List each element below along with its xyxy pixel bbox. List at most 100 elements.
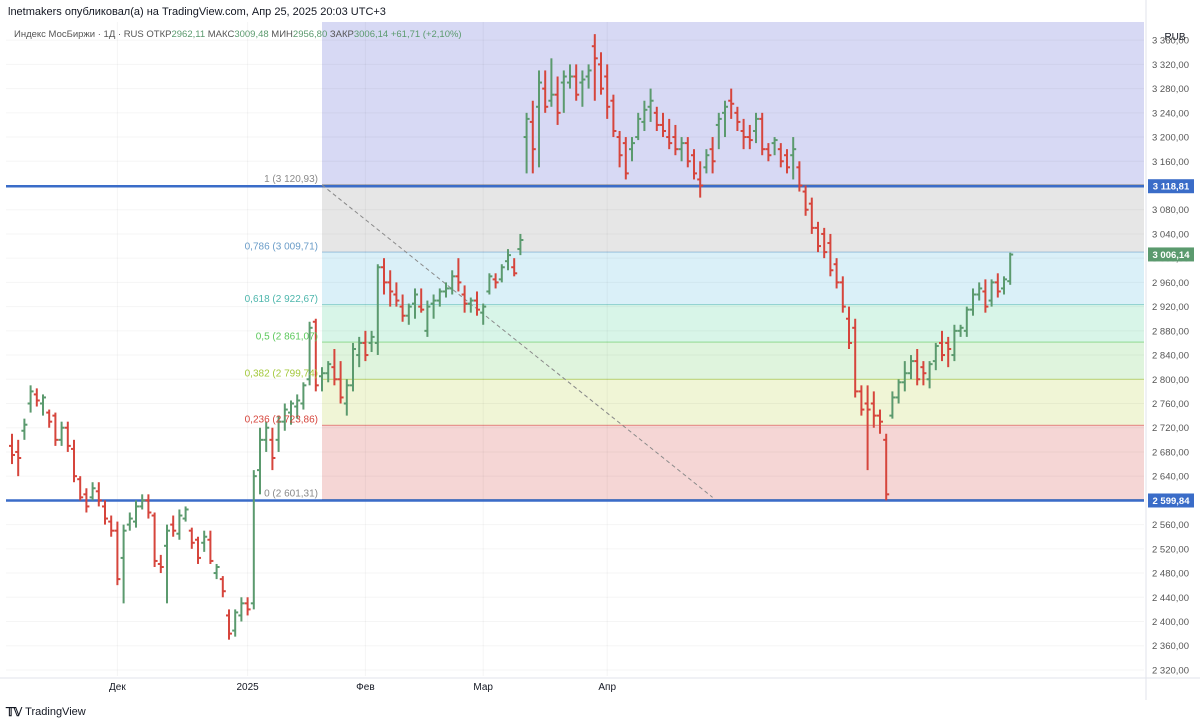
- ohlc-bar-down[interactable]: [188, 527, 195, 549]
- ohlc-bar-down[interactable]: [740, 118, 747, 150]
- ohlc-bar-down[interactable]: [697, 161, 704, 198]
- ohlc-bar-up[interactable]: [257, 427, 263, 495]
- ohlc-bar-up[interactable]: [275, 415, 282, 452]
- ohlc-bar-down[interactable]: [219, 576, 226, 598]
- ohlc-bar-up[interactable]: [27, 385, 34, 413]
- ohlc-bar-up[interactable]: [294, 394, 301, 419]
- ohlc-bar-up[interactable]: [641, 100, 648, 131]
- ohlc-bar-up[interactable]: [201, 530, 208, 552]
- ohlc-bar-down[interactable]: [145, 494, 152, 519]
- ohlc-bar-up[interactable]: [963, 306, 970, 337]
- ohlc-bar-down[interactable]: [52, 412, 59, 446]
- price-label-box[interactable]: [1148, 179, 1194, 194]
- ohlc-bar-up[interactable]: [753, 112, 759, 144]
- tradingview-brand[interactable]: 𝕋𝕍 TradingView: [6, 705, 86, 719]
- ohlc-bar-up[interactable]: [374, 264, 381, 356]
- ohlc-bar-up[interactable]: [926, 361, 933, 389]
- ohlc-bar-up[interactable]: [635, 112, 642, 141]
- ohlc-bar-down[interactable]: [616, 131, 623, 168]
- ohlc-bar-up[interactable]: [548, 58, 555, 107]
- ohlc-bar-up[interactable]: [498, 264, 505, 283]
- ohlc-bar-down[interactable]: [598, 52, 604, 95]
- ohlc-bar-down[interactable]: [883, 433, 890, 501]
- ohlc-bar-up[interactable]: [176, 509, 183, 540]
- ohlc-bar-down[interactable]: [746, 124, 753, 150]
- instrument-legend-text[interactable]: Индекс МосБиржи · 1Д · RUS ОТКР2962,11 М…: [14, 29, 462, 40]
- ohlc-bar-down[interactable]: [784, 149, 790, 174]
- ohlc-bar-down[interactable]: [573, 64, 580, 101]
- ohlc-bar-down[interactable]: [759, 112, 766, 156]
- ohlc-bar-down[interactable]: [362, 330, 369, 362]
- ohlc-bar-up[interactable]: [703, 149, 710, 174]
- ohlc-bar-down[interactable]: [728, 88, 735, 119]
- ohlc-bar-up[interactable]: [1007, 252, 1014, 285]
- ohlc-bar-down[interactable]: [604, 64, 611, 119]
- ohlc-bar-down[interactable]: [870, 391, 877, 428]
- ohlc-bar-down[interactable]: [765, 143, 772, 162]
- ohlc-bar-up[interactable]: [281, 403, 288, 431]
- ohlc-bar-down[interactable]: [610, 94, 617, 138]
- ohlc-bar-down[interactable]: [381, 258, 387, 295]
- ohlc-bar-down[interactable]: [64, 421, 71, 452]
- ohlc-bar-up[interactable]: [976, 282, 983, 301]
- ohlc-bar-up[interactable]: [356, 336, 363, 368]
- ohlc-bar-up[interactable]: [213, 563, 220, 580]
- ohlc-bar-up[interactable]: [567, 64, 573, 89]
- ohlc-bar-down[interactable]: [994, 273, 1001, 298]
- ohlc-bar-down[interactable]: [157, 554, 164, 574]
- ohlc-bar-up[interactable]: [430, 294, 437, 319]
- ohlc-bar-down[interactable]: [542, 70, 549, 113]
- ohlc-bar-down[interactable]: [461, 285, 468, 313]
- ohlc-bar-down[interactable]: [796, 161, 803, 192]
- ohlc-bar-down[interactable]: [244, 597, 251, 616]
- ohlc-bar-down[interactable]: [672, 124, 679, 156]
- ohlc-bar-up[interactable]: [560, 70, 567, 113]
- ohlc-bar-up[interactable]: [536, 70, 542, 168]
- ohlc-bar-up[interactable]: [523, 112, 530, 174]
- ohlc-bar-down[interactable]: [846, 306, 852, 349]
- ohlc-bar-down[interactable]: [195, 536, 201, 564]
- ohlc-bar-up[interactable]: [288, 400, 294, 425]
- ohlc-bar-down[interactable]: [864, 385, 871, 471]
- ohlc-bar-down[interactable]: [492, 273, 499, 289]
- ohlc-bar-up[interactable]: [771, 137, 778, 156]
- ohlc-bar-down[interactable]: [312, 318, 319, 392]
- ohlc-bar-up[interactable]: [951, 324, 958, 362]
- ohlc-bar-down[interactable]: [33, 388, 40, 407]
- ohlc-bar-up[interactable]: [932, 342, 939, 371]
- ohlc-bar-down[interactable]: [151, 512, 158, 568]
- ohlc-bar-down[interactable]: [821, 227, 828, 259]
- ohlc-bar-down[interactable]: [529, 100, 536, 174]
- ohlc-bar-down[interactable]: [511, 258, 518, 277]
- ohlc-bar-up[interactable]: [405, 303, 412, 325]
- ohlc-bar-up[interactable]: [58, 421, 65, 446]
- ohlc-bar-down[interactable]: [808, 197, 815, 234]
- ohlc-bar-up[interactable]: [1001, 276, 1007, 295]
- ohlc-bar-down[interactable]: [709, 137, 716, 174]
- ohlc-bar-up[interactable]: [126, 512, 133, 531]
- ohlc-bar-up[interactable]: [182, 506, 189, 522]
- ohlc-bar-up[interactable]: [722, 100, 728, 138]
- ohlc-bar-up[interactable]: [647, 88, 654, 122]
- ohlc-bar-up[interactable]: [486, 273, 493, 295]
- ohlc-bar-up[interactable]: [443, 282, 449, 298]
- ohlc-bar-down[interactable]: [226, 609, 232, 640]
- ohlc-bar-up[interactable]: [585, 64, 592, 89]
- ohlc-bar-down[interactable]: [591, 34, 598, 101]
- ohlc-bar-up[interactable]: [988, 279, 995, 307]
- ohlc-bar-down[interactable]: [15, 439, 22, 477]
- ohlc-bar-up[interactable]: [629, 137, 635, 162]
- ohlc-bar-up[interactable]: [678, 137, 685, 162]
- ohlc-bar-up[interactable]: [957, 324, 964, 337]
- ohlc-bar-down[interactable]: [833, 258, 840, 289]
- ohlc-bar-down[interactable]: [554, 76, 561, 125]
- ohlc-bar-up[interactable]: [412, 288, 418, 319]
- ohlc-bar-up[interactable]: [263, 421, 270, 452]
- ohlc-bar-up[interactable]: [350, 342, 356, 392]
- ohlc-bar-down[interactable]: [839, 276, 846, 313]
- ohlc-bar-up[interactable]: [319, 367, 325, 392]
- ohlc-bar-up[interactable]: [343, 379, 350, 416]
- ohlc-bar-down[interactable]: [666, 118, 673, 150]
- ohlc-bar-up[interactable]: [120, 524, 127, 604]
